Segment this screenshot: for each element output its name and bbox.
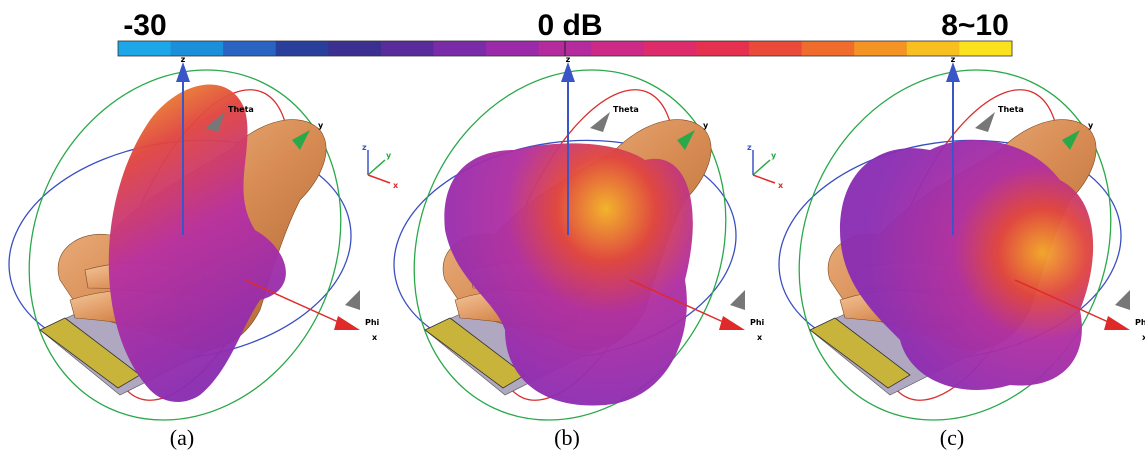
x-axis	[1014, 279, 1116, 326]
phi-arrow	[1115, 290, 1130, 310]
colorbar-segment	[170, 41, 224, 56]
pattern-panel: z Theta y Phi x (b) z y x	[393, 55, 784, 450]
colorbar-min-label: -30	[123, 9, 166, 42]
z-label: z	[951, 55, 956, 64]
radiation-pattern	[444, 143, 693, 406]
phi-label: Phi	[750, 318, 765, 327]
x-axis	[244, 279, 346, 326]
panel-label: (c)	[940, 425, 964, 450]
panel-label: (a)	[170, 425, 194, 450]
z-label: z	[566, 55, 571, 64]
y-arrow	[1062, 130, 1080, 150]
colorbar	[117, 40, 1013, 57]
colorbar-segment	[696, 41, 750, 56]
colorbar-segment	[959, 41, 1013, 56]
x-arrow	[719, 316, 745, 330]
colorbar-segment	[906, 41, 960, 56]
pattern-panel: z Theta y Phi x (c)	[778, 55, 1145, 450]
colorbar-segment	[380, 41, 435, 56]
y-label: y	[318, 121, 324, 130]
radiation-pattern	[840, 140, 1094, 390]
y-label: y	[1088, 121, 1094, 130]
theta-arrow	[205, 112, 225, 132]
ring-green	[28, 69, 342, 421]
colorbar-segment	[223, 41, 277, 56]
y-arrow	[292, 130, 310, 150]
pattern-panel: z Theta y Phi x (a) z y x	[8, 55, 399, 450]
z-arrow	[946, 62, 960, 82]
x-arrow	[334, 316, 360, 330]
x-arrow	[1104, 316, 1130, 330]
colorbar-segment	[854, 41, 908, 56]
triad-y	[752, 159, 771, 176]
colorbar-segment	[591, 41, 645, 56]
colorbar-mid-label: 0 dB	[537, 9, 602, 42]
colorbar-segment	[749, 41, 803, 56]
y-arrow	[677, 130, 695, 150]
z-arrow	[176, 62, 190, 82]
triad-y	[367, 159, 386, 176]
panel-label: (b)	[554, 425, 580, 450]
triad-label: z	[747, 143, 752, 152]
x-label: x	[1142, 333, 1145, 342]
radiation-pattern	[108, 84, 286, 402]
theta-label: Theta	[998, 105, 1024, 114]
z-arrow	[561, 62, 575, 82]
colorbar-segment	[801, 41, 855, 56]
triad-label: y	[386, 151, 392, 160]
x-label: x	[372, 333, 378, 342]
y-label: y	[703, 121, 709, 130]
phi-label: Phi	[1135, 318, 1145, 327]
triad-x	[752, 174, 776, 184]
triad-label: y	[771, 151, 777, 160]
colorbar-segment	[433, 41, 487, 56]
theta-label: Theta	[228, 105, 254, 114]
ring-green	[413, 69, 727, 421]
colorbar-segment	[643, 41, 697, 56]
colorbar-segment	[328, 41, 382, 56]
triad-x	[367, 174, 391, 184]
colorbar-segment	[118, 41, 172, 56]
phi-arrow	[345, 290, 360, 310]
colorbar-segment	[486, 41, 540, 56]
colorbar-max-label: 8~10	[941, 9, 1009, 42]
triad-label: x	[393, 181, 399, 190]
phi-arrow	[730, 290, 745, 310]
colorbar-segment	[275, 41, 329, 56]
ring-green	[798, 69, 1112, 421]
triad-label: x	[778, 181, 784, 190]
z-label: z	[181, 55, 186, 64]
theta-arrow	[590, 112, 610, 132]
x-axis	[629, 279, 731, 326]
x-label: x	[757, 333, 763, 342]
theta-arrow	[975, 112, 995, 132]
phi-label: Phi	[365, 318, 380, 327]
triad-label: z	[362, 143, 367, 152]
pcb-antenna	[809, 317, 911, 389]
theta-label: Theta	[613, 105, 639, 114]
